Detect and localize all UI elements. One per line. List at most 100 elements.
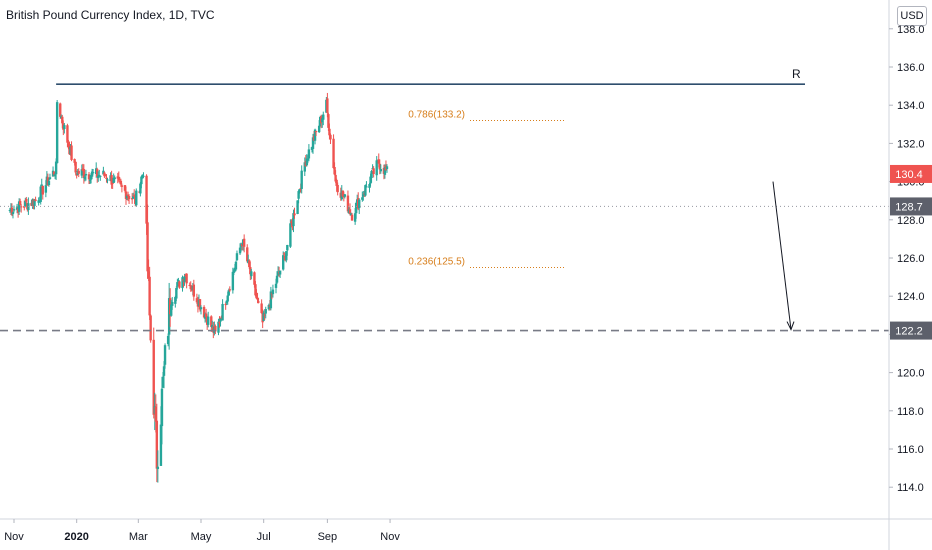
- candle: [286, 244, 289, 256]
- candle: [332, 134, 335, 169]
- candle-body: [204, 313, 208, 318]
- candle-body: [283, 253, 286, 255]
- y-tick-label: 128.0: [897, 215, 925, 227]
- candle: [234, 260, 238, 272]
- candle-body: [317, 125, 321, 133]
- chart-title: British Pound Currency Index, 1D, TVC: [6, 8, 215, 22]
- candle: [70, 141, 73, 162]
- candle-body: [189, 285, 192, 290]
- x-tick-label: Nov: [4, 531, 24, 543]
- candle: [185, 273, 188, 289]
- candle-body: [77, 170, 80, 174]
- candle: [250, 268, 253, 280]
- candle-body: [120, 185, 124, 187]
- candle-body: [349, 213, 353, 216]
- x-tick-label: Nov: [380, 531, 400, 543]
- candle-body: [40, 184, 43, 186]
- candle: [146, 204, 149, 279]
- candle-body: [365, 186, 368, 188]
- candle: [162, 361, 166, 389]
- candle-body: [82, 169, 86, 179]
- candle: [322, 111, 325, 126]
- candle: [77, 168, 80, 178]
- candle-body: [127, 195, 131, 200]
- candle: [249, 261, 252, 281]
- candle-body: [249, 267, 252, 275]
- candle: [11, 211, 15, 219]
- candle-body: [33, 200, 36, 206]
- candle-body: [84, 173, 88, 176]
- candle: [133, 189, 136, 198]
- candle-body: [48, 177, 52, 179]
- candle-body: [219, 318, 222, 322]
- candle-body: [171, 301, 174, 306]
- candle-body: [149, 315, 152, 341]
- candle-body: [298, 189, 301, 193]
- candle-body: [140, 176, 143, 185]
- candle: [140, 175, 143, 189]
- candle-body: [250, 271, 253, 277]
- candle-body: [130, 198, 134, 200]
- candle-body: [228, 289, 231, 291]
- candle: [292, 209, 295, 233]
- candle: [171, 297, 174, 310]
- candle-body: [97, 175, 100, 179]
- y-tick-label: 126.0: [897, 253, 925, 265]
- candle-body: [334, 174, 337, 182]
- candle-body: [167, 298, 171, 335]
- candle-body: [156, 466, 160, 470]
- candle: [300, 165, 303, 194]
- y-tick-label: 124.0: [897, 291, 925, 303]
- price-label-bg: [890, 321, 932, 340]
- candle: [358, 198, 361, 214]
- currency-button[interactable]: USD: [897, 6, 927, 26]
- candle-body: [111, 182, 114, 184]
- candle-body: [378, 163, 381, 170]
- candle-body: [110, 175, 113, 185]
- candle-body: [343, 194, 347, 197]
- candle: [123, 185, 127, 193]
- candle-body: [225, 300, 228, 304]
- current-price-label: 130.4: [890, 164, 932, 183]
- candle: [224, 302, 227, 310]
- candle-body: [147, 271, 150, 279]
- candle: [152, 327, 155, 419]
- candle-body: [267, 305, 271, 310]
- candle-body: [63, 125, 66, 130]
- candle-body: [242, 238, 246, 247]
- candle: [362, 191, 365, 201]
- candle-body: [174, 297, 177, 304]
- candle: [327, 112, 330, 131]
- candle: [314, 130, 318, 137]
- candle-body: [113, 177, 116, 180]
- candle-body: [286, 244, 289, 251]
- candle-body: [232, 270, 236, 273]
- candle: [163, 343, 167, 369]
- candle-body: [289, 223, 292, 247]
- candle: [246, 244, 249, 263]
- candle-body: [375, 160, 378, 176]
- candle: [305, 154, 309, 167]
- candle-body: [154, 406, 157, 422]
- candle: [34, 196, 37, 202]
- candle-body: [142, 175, 145, 177]
- candle: [155, 403, 159, 483]
- candle: [350, 212, 354, 221]
- candle-body: [262, 313, 265, 321]
- candle-body: [327, 114, 330, 128]
- candle-body: [224, 304, 227, 306]
- candle-body: [313, 129, 317, 141]
- candle-body: [348, 209, 352, 214]
- candle-body: [369, 176, 372, 184]
- candle-body: [19, 206, 23, 208]
- candle: [278, 270, 282, 279]
- candle-body: [83, 176, 87, 180]
- candle-body: [358, 199, 361, 209]
- candle-body: [98, 174, 101, 177]
- candle: [379, 164, 383, 174]
- candle-body: [181, 277, 184, 289]
- y-tick-label: 120.0: [897, 368, 925, 380]
- candle-body: [192, 284, 196, 297]
